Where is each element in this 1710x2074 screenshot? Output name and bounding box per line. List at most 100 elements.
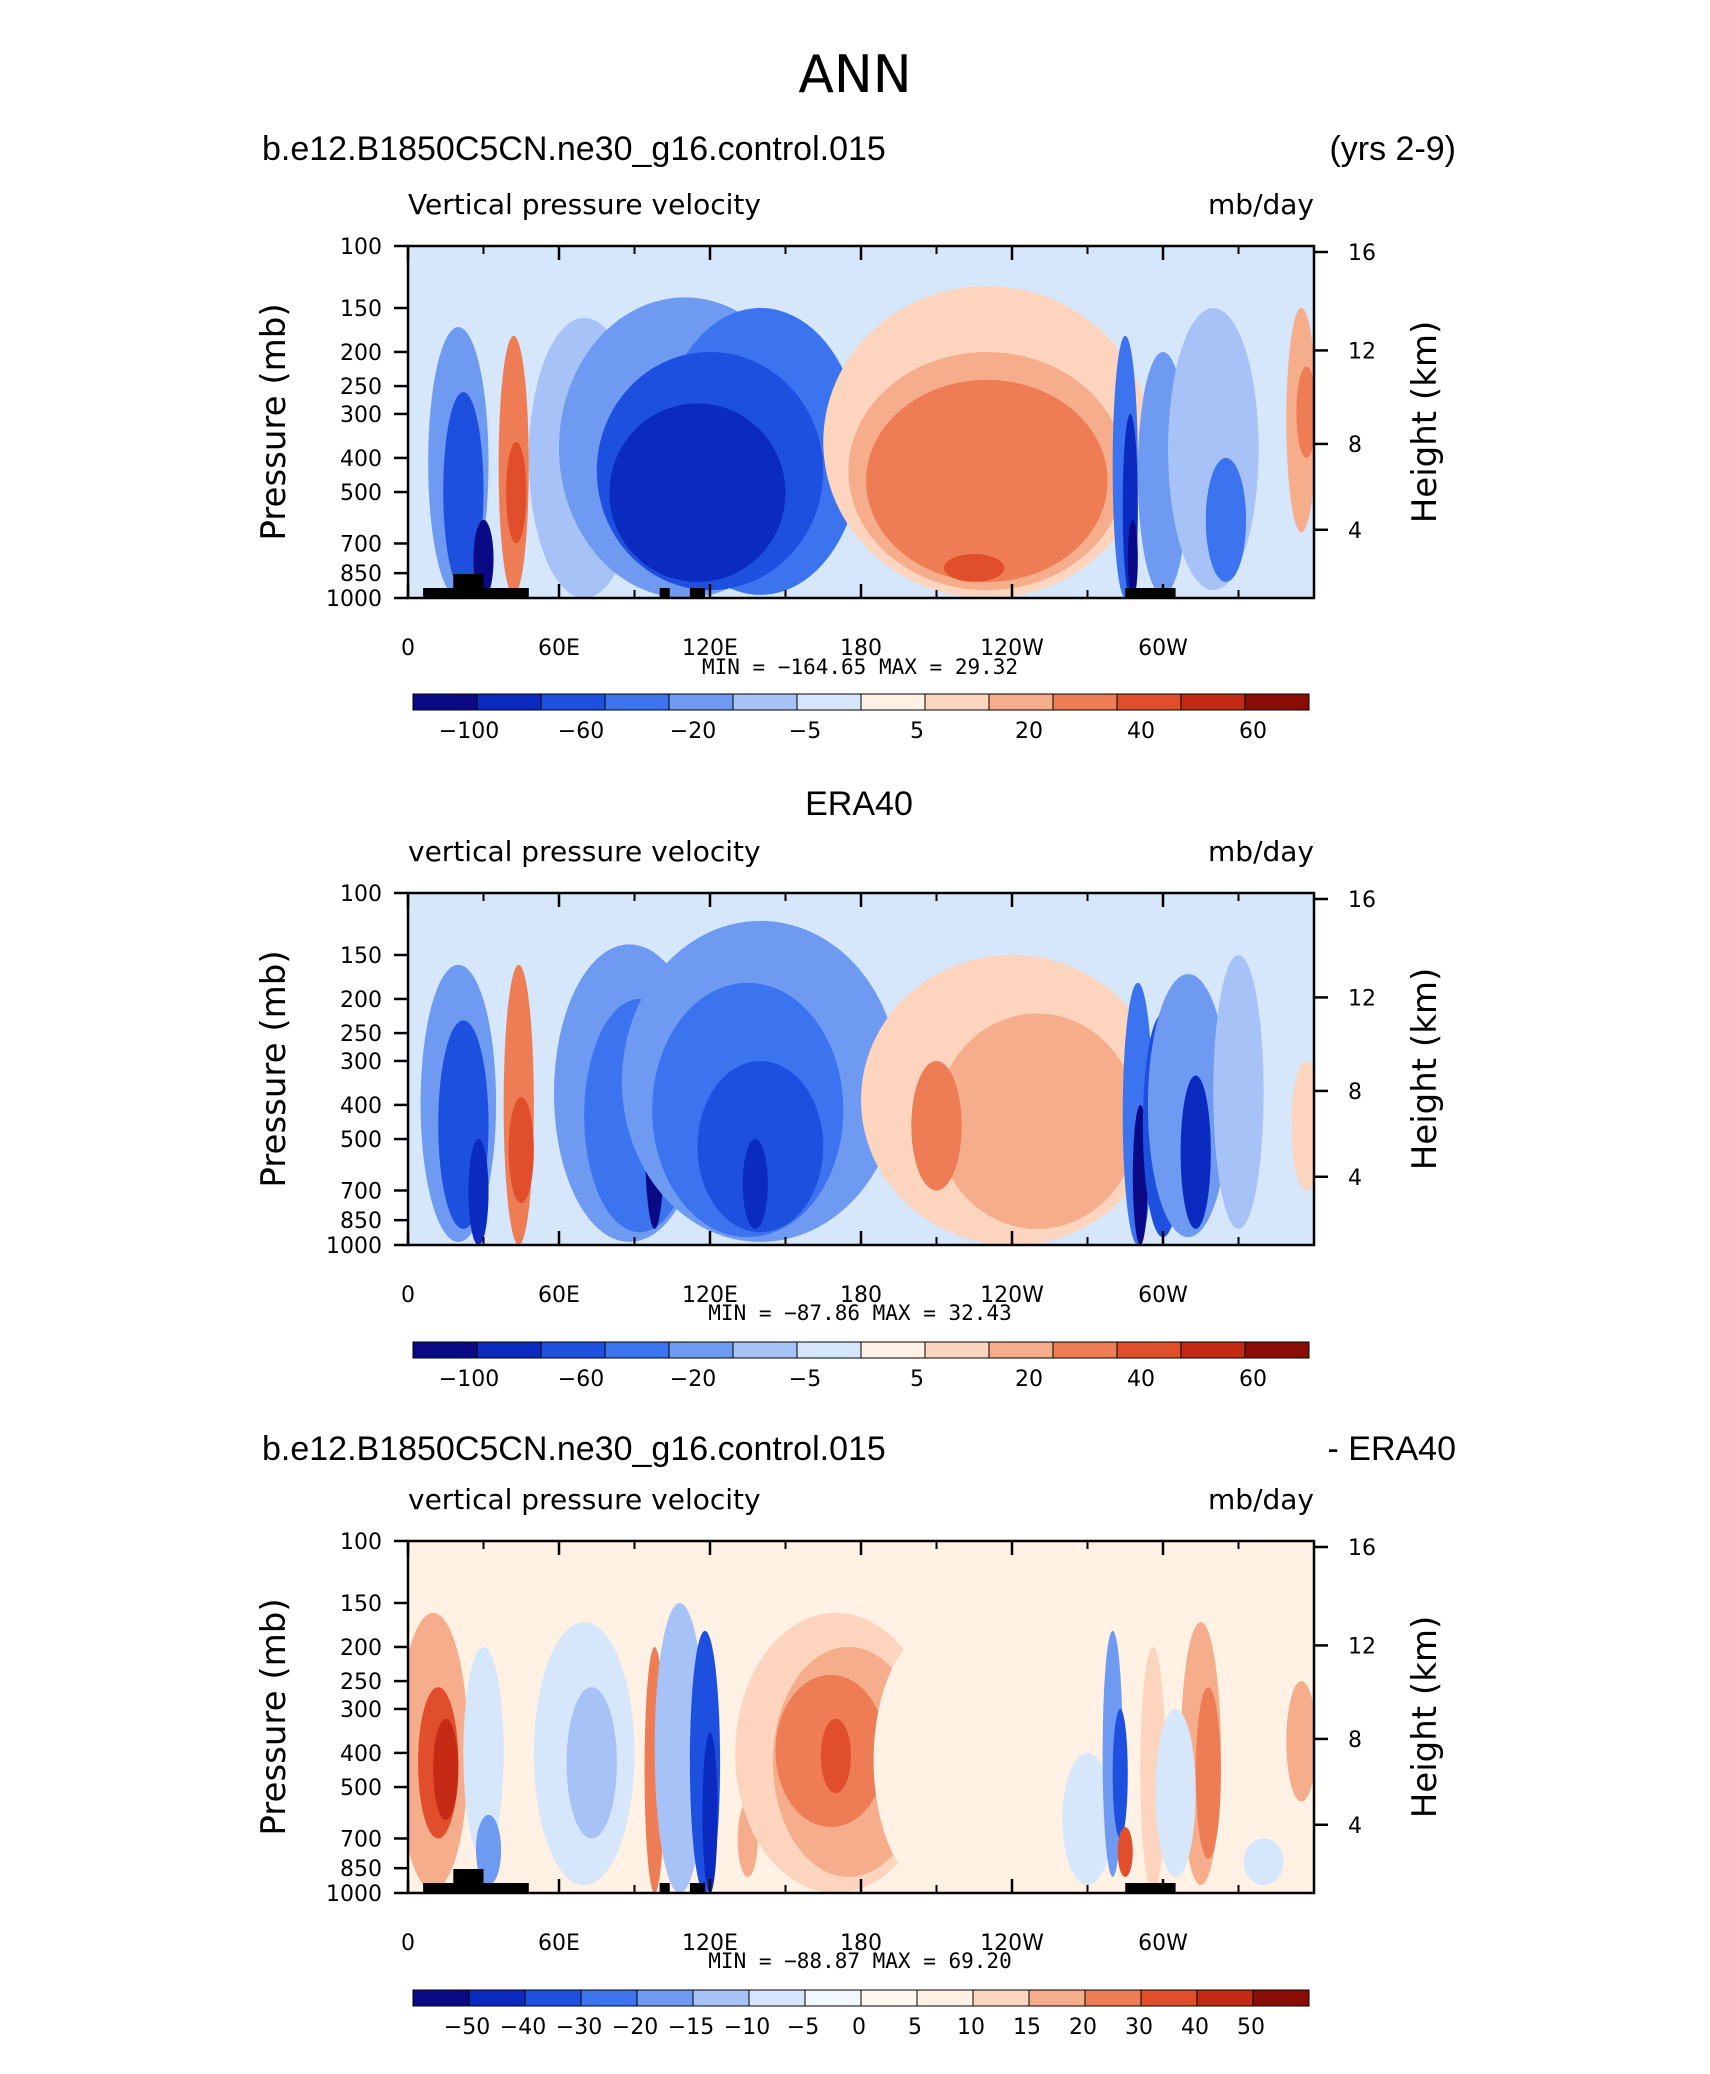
- y-tick-label: 500: [340, 1776, 382, 1801]
- units-label: mb/day: [1208, 1483, 1314, 1516]
- contour-blob: [1243, 1838, 1284, 1886]
- colorbar-swatch: [580, 1989, 638, 2007]
- colorbar-swatch: [988, 693, 1054, 711]
- colorbar-label: −60: [558, 719, 604, 744]
- units-label: mb/day: [1208, 188, 1314, 221]
- colorbar-swatch: [604, 693, 670, 711]
- colorbar-label: 30: [1125, 2015, 1153, 2040]
- contour-field: [408, 246, 1314, 598]
- y2-axis-title: Height (km): [1405, 1616, 1445, 1819]
- topography-mask: [453, 1869, 484, 1893]
- y2-axis-title: Height (km): [1405, 321, 1445, 524]
- x-tick-label: 0: [401, 1931, 415, 1956]
- x-tick-label: 60E: [538, 1283, 580, 1308]
- y2-tick-label: 8: [1348, 1728, 1362, 1753]
- colorbar-swatch: [988, 1341, 1054, 1359]
- y-tick-label: 150: [340, 297, 382, 322]
- min-max-stats: MIN = −87.86 MAX = 32.43: [708, 1301, 1011, 1325]
- contour-blob: [1213, 954, 1264, 1229]
- contour-blob: [1180, 1075, 1211, 1229]
- colorbar-swatch: [540, 1341, 606, 1359]
- x-tick-label: 0: [401, 636, 415, 661]
- y2-tick-label: 16: [1348, 1536, 1376, 1561]
- y-tick-label: 100: [340, 1530, 382, 1555]
- contour-blob: [911, 1060, 962, 1191]
- y-tick-label: 300: [340, 1698, 382, 1723]
- colorbar-swatch: [412, 693, 478, 711]
- y-tick-label: 700: [340, 532, 382, 557]
- topography-mask: [659, 1883, 670, 1893]
- y-tick-label: 500: [340, 1128, 382, 1153]
- colorbar-label: −5: [789, 1367, 821, 1392]
- colorbar-label: 20: [1015, 719, 1043, 744]
- y2-tick-label: 8: [1348, 1080, 1362, 1105]
- colorbar-swatch: [524, 1989, 582, 2007]
- x-tick-label: 60E: [538, 636, 580, 661]
- x-tick-label: 0: [401, 1283, 415, 1308]
- colorbar-swatch: [1180, 693, 1246, 711]
- chart-panel-3: b.e12.B1850C5CN.ne30_g16.control.015 - ER…: [254, 1430, 1456, 2040]
- colorbar-swatch: [668, 1341, 734, 1359]
- min-max-stats: MIN = −164.65 MAX = 29.32: [702, 655, 1018, 679]
- colorbar: −100 −60 −20 −5 5 20 40 60: [412, 1341, 1310, 1392]
- contour-blob: [1286, 1681, 1314, 1802]
- colorbar-swatch: [924, 693, 990, 711]
- y-tick-label: 400: [340, 447, 382, 472]
- colorbar-label: −100: [439, 1367, 499, 1392]
- contour-blob: [506, 441, 527, 544]
- colorbar-label: 50: [1237, 2015, 1265, 2040]
- topography-mask: [689, 588, 705, 598]
- contour-blob: [463, 1646, 504, 1859]
- x-tick-label: 120E: [682, 1931, 738, 1956]
- contour-blob: [1112, 1708, 1128, 1839]
- variable-label: vertical pressure velocity: [408, 835, 761, 868]
- colorbar-swatch: [1116, 693, 1182, 711]
- colorbar-swatch: [860, 1341, 926, 1359]
- topography-mask: [453, 588, 529, 598]
- colorbar-label: 15: [1013, 2015, 1041, 2040]
- colorbar-swatch: [972, 1989, 1030, 2007]
- y-tick-label: 850: [340, 1857, 382, 1882]
- contour-blob: [1296, 366, 1314, 458]
- colorbar-label: −50: [444, 2015, 490, 2040]
- topography-mask: [689, 1883, 705, 1893]
- colorbar-swatch: [1252, 1989, 1310, 2007]
- contour-blob: [944, 554, 1005, 582]
- colorbar-label: −15: [668, 2015, 714, 2040]
- colorbar-label: 40: [1127, 719, 1155, 744]
- colorbar-swatch: [476, 693, 542, 711]
- contour-field: [408, 1541, 1314, 1893]
- chart-panel-2: ERA40 vertical pressure velocity mb/day 100…: [254, 785, 1445, 1392]
- panel-title-right: - ERA40: [1328, 1430, 1457, 1468]
- x-tick-label: 120E: [682, 636, 738, 661]
- x-tick-label: 180: [840, 1931, 882, 1956]
- colorbar-swatch: [540, 693, 606, 711]
- contour-blob: [1062, 1752, 1113, 1886]
- y2-tick-label: 16: [1348, 888, 1376, 913]
- colorbar-swatch: [748, 1989, 806, 2007]
- panel-title-left: b.e12.B1850C5CN.ne30_g16.control.015: [262, 130, 886, 168]
- colorbar-swatch: [1028, 1989, 1086, 2007]
- y2-tick-label: 8: [1348, 433, 1362, 458]
- colorbar-label: −100: [439, 719, 499, 744]
- colorbar-swatch: [1052, 1341, 1118, 1359]
- colorbar-label: 40: [1181, 2015, 1209, 2040]
- y2-tick-label: 4: [1348, 1814, 1362, 1839]
- colorbar-swatch: [692, 1989, 750, 2007]
- y-tick-label: 100: [340, 882, 382, 907]
- colorbar-swatch: [732, 693, 798, 711]
- colorbar-swatch: [1052, 693, 1118, 711]
- colorbar-swatch: [732, 1341, 798, 1359]
- y-tick-label: 1000: [326, 1882, 382, 1907]
- topography-mask: [423, 588, 474, 598]
- topography-mask: [453, 574, 484, 598]
- contour-blob: [475, 1814, 502, 1886]
- colorbar-label: 60: [1239, 1367, 1267, 1392]
- x-tick-label: 180: [840, 1283, 882, 1308]
- y-tick-label: 150: [340, 944, 382, 969]
- colorbar-swatch: [476, 1341, 542, 1359]
- y2-tick-label: 4: [1348, 1166, 1362, 1191]
- colorbar-label: −20: [612, 2015, 658, 2040]
- panel-title-right: (yrs 2-9): [1329, 130, 1456, 168]
